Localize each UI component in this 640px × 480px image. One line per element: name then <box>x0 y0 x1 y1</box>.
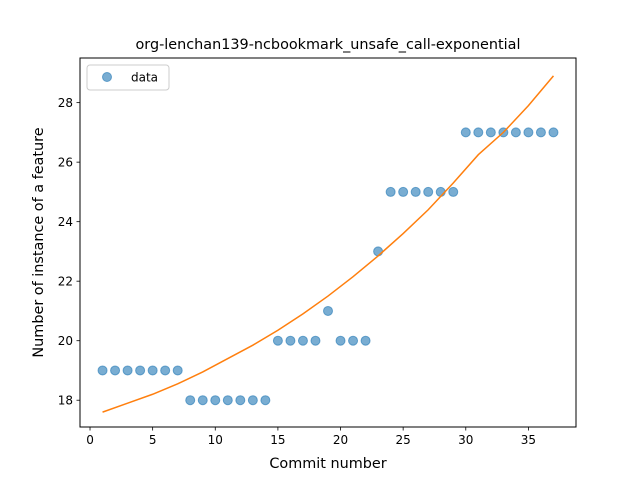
data-point <box>310 335 321 346</box>
data-point <box>185 395 196 406</box>
data-point <box>385 186 396 197</box>
data-point <box>460 127 471 138</box>
data-point <box>172 365 183 376</box>
data-point <box>222 395 233 406</box>
data-point <box>97 365 108 376</box>
legend-box <box>86 64 170 91</box>
x-tick-label: 5 <box>149 433 157 447</box>
data-point <box>473 127 484 138</box>
legend-marker <box>102 72 112 82</box>
x-tick-label: 0 <box>86 433 94 447</box>
x-axis-label: Commit number <box>269 456 386 472</box>
data-point <box>110 365 121 376</box>
y-axis-label: Number of instance of a feature <box>31 127 47 357</box>
data-point <box>348 335 359 346</box>
x-tick-label: 15 <box>270 433 285 447</box>
x-tick-label: 10 <box>208 433 223 447</box>
x-tick-label: 35 <box>521 433 536 447</box>
x-tick-label: 30 <box>458 433 473 447</box>
data-point <box>523 127 534 138</box>
plot-area <box>80 58 576 427</box>
x-tick-label: 20 <box>333 433 348 447</box>
data-point <box>247 395 258 406</box>
chart-title: org-lenchan139-ncbookmark_unsafe_call-ex… <box>136 37 521 53</box>
data-point <box>122 365 133 376</box>
plot-frame <box>79 57 577 428</box>
data-point <box>147 365 158 376</box>
y-tick-label: 22 <box>58 274 73 288</box>
y-tick-label: 18 <box>58 394 73 408</box>
data-point <box>335 335 346 346</box>
data-point <box>448 186 459 197</box>
marks-layer <box>97 75 559 413</box>
y-tick-label: 28 <box>58 96 73 110</box>
data-point <box>360 335 371 346</box>
fit-line <box>102 75 555 413</box>
data-point <box>272 335 283 346</box>
legend: data <box>86 64 170 91</box>
data-point <box>535 127 546 138</box>
data-point <box>423 186 434 197</box>
data-point <box>373 246 384 257</box>
data-point <box>485 127 496 138</box>
data-point <box>297 335 308 346</box>
data-point <box>160 365 171 376</box>
legend-label: data <box>131 71 158 85</box>
data-point <box>510 127 521 138</box>
data-point <box>548 127 559 138</box>
data-point <box>410 186 421 197</box>
data-point <box>235 395 246 406</box>
data-point <box>135 365 146 376</box>
data-point <box>210 395 221 406</box>
x-tick-label: 25 <box>396 433 411 447</box>
data-point <box>398 186 409 197</box>
data-point <box>285 335 296 346</box>
data-point <box>260 395 271 406</box>
y-tick-label: 24 <box>58 215 73 229</box>
y-tick-label: 26 <box>58 155 73 169</box>
data-point <box>197 395 208 406</box>
data-point <box>323 305 333 316</box>
y-tick-label: 20 <box>58 334 73 348</box>
axes-layer: 0 5 10 15 20 25 30 35 18 20 22 24 26 28 <box>58 96 536 447</box>
